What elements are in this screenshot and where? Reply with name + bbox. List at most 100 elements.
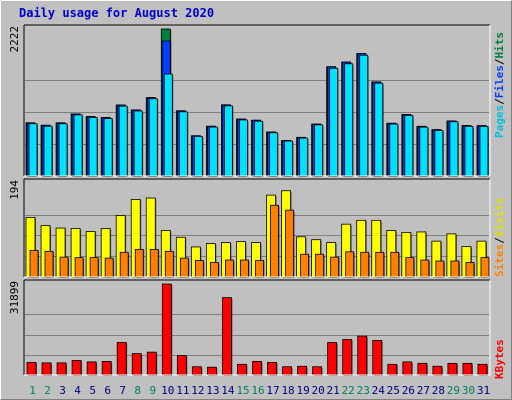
- pages-bar-15: [239, 119, 248, 177]
- kbytes-bar-31: [477, 363, 488, 376]
- kbytes-bar-22: [342, 339, 353, 376]
- pages-bar-14: [224, 105, 233, 177]
- day-label-12: 12: [191, 384, 204, 397]
- kbytes-bar-1: [26, 361, 37, 376]
- kbytes-bar-6: [101, 361, 112, 376]
- day-label-4: 4: [74, 384, 81, 397]
- legend-visits: Visits: [493, 198, 506, 238]
- day-label-26: 26: [402, 384, 415, 397]
- sites-bar-13: [209, 262, 219, 278]
- pages-bar-31: [479, 126, 489, 177]
- top-legend: Pages/Files/Hits: [493, 32, 506, 138]
- day-label-28: 28: [432, 384, 445, 397]
- day-label-7: 7: [119, 384, 126, 397]
- pages-bar-1: [28, 123, 38, 177]
- legend-separator: /: [493, 98, 506, 105]
- kbytes-bar-12: [191, 366, 202, 376]
- sites-bar-26: [405, 257, 415, 278]
- day-label-19: 19: [296, 384, 309, 397]
- day-label-18: 18: [281, 384, 294, 397]
- pages-bar-27: [419, 126, 429, 177]
- sites-bar-2: [44, 250, 54, 278]
- pages-bar-25: [389, 123, 399, 177]
- day-label-31: 31: [477, 384, 490, 397]
- sites-bar-16: [255, 260, 264, 278]
- sites-bar-29: [450, 260, 460, 278]
- day-label-17: 17: [266, 384, 279, 397]
- pages-bar-24: [374, 82, 384, 177]
- kbytes-bar-21: [327, 342, 338, 376]
- kbytes-bar-13: [206, 366, 217, 376]
- sites-bar-31: [480, 257, 490, 278]
- bot-ymax-label: 31899: [8, 281, 21, 314]
- legend-separator: /: [493, 237, 506, 244]
- pages-bar-6: [103, 118, 113, 177]
- day-label-14: 14: [221, 384, 235, 397]
- kbytes-bar-14: [222, 297, 232, 376]
- day-label-15: 15: [236, 384, 249, 397]
- kbytes-bar-4: [71, 360, 82, 376]
- kbytes-bar-8: [131, 353, 142, 376]
- kbytes-bar-28: [432, 365, 443, 376]
- sites-bar-25: [390, 251, 400, 278]
- sites-bar-22: [345, 251, 355, 278]
- kbytes-bar-20: [312, 366, 323, 376]
- sites-bar-3: [59, 256, 69, 278]
- day-label-20: 20: [312, 384, 325, 397]
- kbytes-bar-24: [372, 340, 383, 376]
- mid-legend: Sites/Visits: [493, 198, 506, 278]
- sites-bar-1: [29, 249, 39, 278]
- legend-pages: Pages: [493, 105, 506, 138]
- chart-title: Daily usage for August 2020: [19, 6, 215, 20]
- pages-bar-7: [118, 105, 128, 177]
- sites-bar-28: [435, 260, 445, 278]
- sites-bar-9: [149, 248, 159, 278]
- legend-sites: Sites: [493, 244, 506, 277]
- pages-bar-23: [359, 54, 369, 177]
- kbytes-bar-7: [116, 342, 127, 376]
- pages-bar-16: [254, 120, 263, 177]
- day-label-13: 13: [206, 384, 219, 397]
- day-label-8: 8: [134, 384, 141, 397]
- legend-hits: Hits: [493, 32, 506, 59]
- sites-bar-27: [420, 259, 430, 278]
- bot-legend: KBytes: [493, 339, 506, 379]
- day-label-24: 24: [372, 384, 386, 397]
- kbytes-bar-9: [146, 351, 157, 376]
- day-label-25: 25: [387, 384, 400, 397]
- sites-bar-7: [119, 251, 129, 278]
- kbytes-bar-11: [176, 355, 187, 376]
- kbytes-bar-23: [357, 335, 368, 376]
- pages-bar-9: [148, 98, 158, 177]
- kbytes-bar-27: [417, 362, 428, 376]
- sites-bar-4: [74, 257, 84, 278]
- sites-bar-6: [104, 257, 114, 278]
- pages-bar-21: [329, 67, 339, 177]
- day-label-3: 3: [59, 384, 66, 397]
- day-label-16: 16: [251, 384, 264, 397]
- kbytes-bar-26: [402, 361, 413, 376]
- pages-bar-30: [464, 125, 474, 177]
- pages-bar-20: [314, 124, 324, 177]
- kbytes-bar-2: [41, 362, 52, 376]
- pages-bar-29: [449, 121, 459, 177]
- sites-bar-5: [89, 257, 99, 278]
- kbytes-bar-10: [161, 283, 172, 376]
- pages-bar-12: [193, 136, 203, 177]
- legend-separator: /: [493, 58, 506, 65]
- sites-bar-8: [134, 248, 144, 278]
- day-label-5: 5: [89, 384, 96, 397]
- sites-bar-19: [300, 253, 309, 278]
- legend-kbytes: KBytes: [493, 339, 506, 379]
- pages-bar-22: [344, 63, 354, 177]
- kbytes-bar-15: [237, 363, 247, 376]
- day-label-6: 6: [104, 384, 111, 397]
- kbytes-bar-30: [462, 362, 473, 376]
- sites-bar-14: [225, 259, 234, 278]
- kbytes-bar-19: [297, 365, 307, 376]
- sites-bar-21: [330, 256, 340, 278]
- day-label-10: 10: [161, 384, 174, 397]
- kbytes-bar-17: [267, 361, 277, 376]
